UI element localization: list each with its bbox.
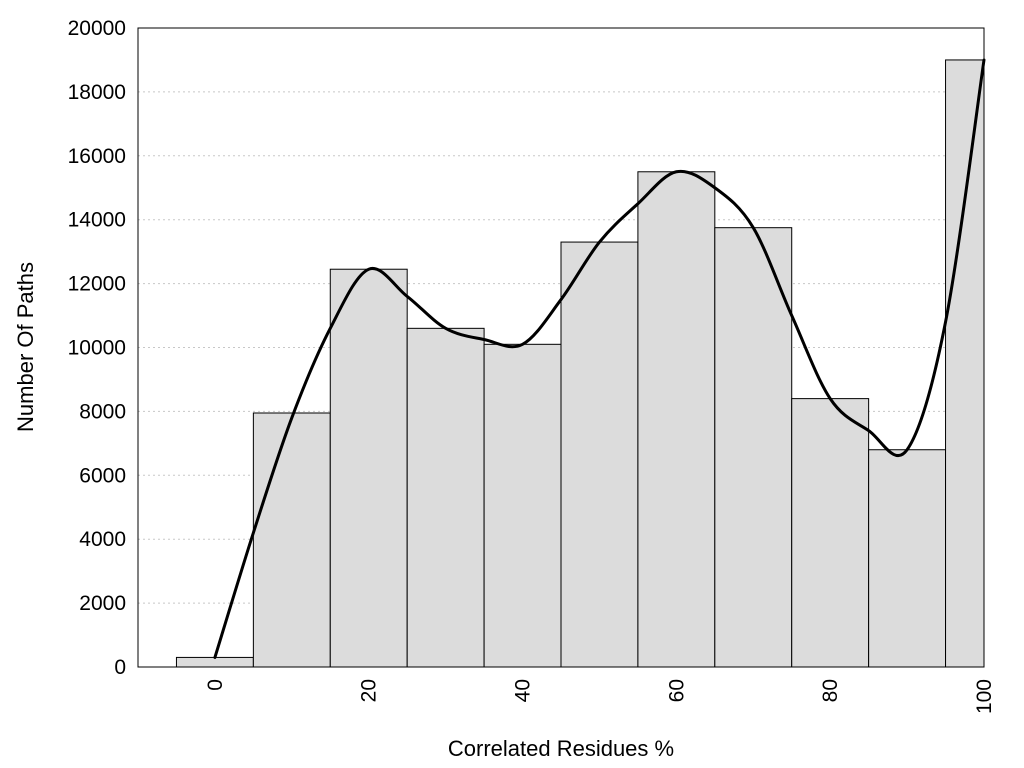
y-tick-label: 4000 (79, 528, 126, 551)
y-tick-label: 6000 (79, 464, 126, 487)
bar (252, 412, 331, 668)
trend-line (213, 58, 986, 659)
bar (329, 268, 408, 668)
x-axis-ticks: 0 20 40 60 80 100 (204, 679, 996, 714)
x-tick-label: 0 (204, 679, 227, 691)
y-tick-label: 0 (114, 656, 126, 679)
x-tick-label: 100 (973, 679, 996, 714)
y-tick-label: 2000 (79, 592, 126, 615)
y-axis-label: Number Of Paths (13, 262, 38, 432)
y-tick-label: 16000 (68, 145, 126, 168)
trend-curve (213, 58, 986, 659)
y-tick-label: 12000 (68, 273, 126, 296)
y-tick-label: 18000 (68, 81, 126, 104)
bar (791, 398, 870, 668)
bar (483, 343, 562, 668)
y-tick-label: 14000 (68, 209, 126, 232)
x-tick-label: 40 (512, 679, 535, 702)
bar (637, 171, 716, 668)
x-axis-label: Correlated Residues % (448, 736, 674, 761)
y-tick-label: 20000 (68, 17, 126, 40)
bar (406, 327, 485, 668)
plot-frame (137, 27, 985, 668)
x-tick-label: 20 (358, 679, 381, 702)
bar (945, 59, 985, 668)
y-tick-label: 10000 (68, 337, 126, 360)
bar (714, 227, 793, 668)
x-tick-label: 60 (665, 679, 688, 702)
bars (175, 59, 985, 668)
bar (868, 449, 947, 668)
bar (560, 241, 639, 668)
x-tick-label: 80 (819, 679, 842, 702)
y-tick-label: 8000 (79, 400, 126, 423)
y-axis-ticks: 0 2000 4000 6000 8000 10000 12000 14000 16000 180… (68, 17, 126, 679)
